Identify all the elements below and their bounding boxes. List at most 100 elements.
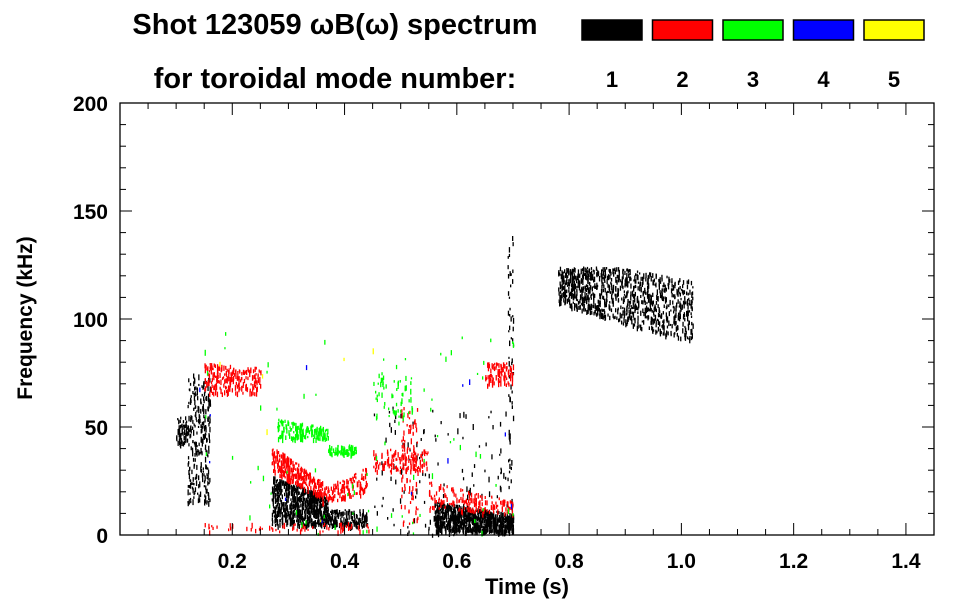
spectral-point (641, 300, 643, 305)
spectral-point (500, 370, 503, 375)
spectral-point (432, 497, 434, 501)
spectral-point (398, 415, 400, 418)
spectral-point (346, 479, 348, 485)
spectral-point (662, 323, 664, 330)
spectral-point (439, 502, 441, 506)
spectral-point (588, 268, 591, 274)
spectral-point (601, 284, 603, 289)
spectral-point (586, 275, 588, 281)
spectral-point (509, 372, 512, 379)
spectral-point (323, 434, 325, 440)
spectral-point (185, 420, 188, 423)
spectral-point (504, 527, 506, 533)
spectral-point (328, 450, 330, 454)
spectral-point (507, 256, 509, 259)
spectral-point (512, 524, 514, 531)
spectral-point (395, 466, 398, 472)
spectral-point (208, 403, 210, 409)
spectral-point (273, 515, 276, 518)
spectral-point (324, 523, 326, 528)
spectral-point (614, 267, 616, 271)
spectral-point (651, 300, 653, 304)
spectral-point (405, 469, 407, 475)
spectral-point (184, 429, 186, 435)
spectral-point (412, 521, 414, 525)
spectral-point (505, 529, 507, 532)
spectral-point (508, 369, 510, 373)
spectral-point (225, 387, 227, 390)
spectral-point (318, 511, 320, 517)
spectral-point (472, 507, 474, 513)
spectral-point (655, 273, 657, 280)
spectral-point (617, 267, 620, 272)
spectral-point (581, 308, 583, 314)
spectral-point (206, 467, 208, 470)
spectral-point (428, 526, 430, 531)
spectral-point (571, 278, 573, 283)
spectral-point (608, 304, 610, 310)
spectral-point (510, 525, 512, 531)
spectral-point (181, 423, 183, 428)
spectral-point (340, 490, 342, 494)
spectral-point (280, 500, 282, 505)
spectral-point (321, 516, 324, 520)
spectral-point (208, 398, 210, 402)
spectral-point (288, 492, 290, 495)
spectral-point (243, 371, 245, 375)
spectral-point (298, 524, 301, 529)
spectral-point (677, 314, 679, 321)
spectral-point (281, 517, 283, 521)
spectral-point (617, 307, 619, 311)
spectral-point (292, 492, 294, 498)
spectral-point (351, 451, 353, 456)
spectral-point (479, 503, 481, 508)
spectral-point (334, 452, 336, 456)
spectral-point (203, 480, 206, 484)
spectral-point (236, 391, 239, 398)
spectral-point (345, 521, 347, 527)
spectral-point (178, 431, 180, 437)
spectral-point (388, 463, 390, 469)
spectral-point (330, 451, 332, 457)
spectral-point (341, 445, 343, 451)
spectral-point (584, 285, 586, 291)
spectral-point (501, 367, 503, 373)
spectral-point (186, 432, 188, 435)
spectral-point (679, 317, 681, 322)
spectral-point (337, 530, 339, 536)
spectral-point (294, 506, 296, 510)
spectral-point (350, 452, 352, 459)
spectral-point (255, 377, 257, 382)
spectral-point (365, 486, 368, 488)
spectral-point (339, 522, 341, 527)
x-tick-label: 0.6 (442, 550, 471, 573)
spectral-point (299, 431, 302, 436)
spectral-point (318, 433, 320, 436)
spectral-point (206, 395, 208, 401)
spectral-point (387, 456, 390, 462)
spectral-point (471, 517, 473, 524)
spectral-point (203, 396, 205, 401)
spectral-point (690, 336, 693, 341)
spectral-point (686, 311, 688, 317)
spectral-point (364, 515, 366, 519)
spectral-point (444, 505, 446, 509)
spectral-point (562, 286, 564, 290)
spectral-point (340, 445, 343, 451)
spectral-point (394, 410, 396, 417)
spectral-point (566, 268, 568, 273)
spectral-point (210, 381, 213, 385)
spectral-point (277, 508, 279, 511)
x-axis-label: Time (s) (485, 574, 569, 599)
spectral-point (188, 443, 190, 447)
spectral-point (225, 378, 227, 383)
spectral-point (313, 476, 315, 482)
spectral-point (688, 303, 690, 306)
spectral-point (402, 454, 405, 461)
spectral-point (257, 374, 259, 379)
spectral-point (304, 498, 306, 504)
spectral-point (573, 306, 576, 311)
spectral-point (362, 509, 364, 512)
spectral-point (410, 424, 412, 431)
